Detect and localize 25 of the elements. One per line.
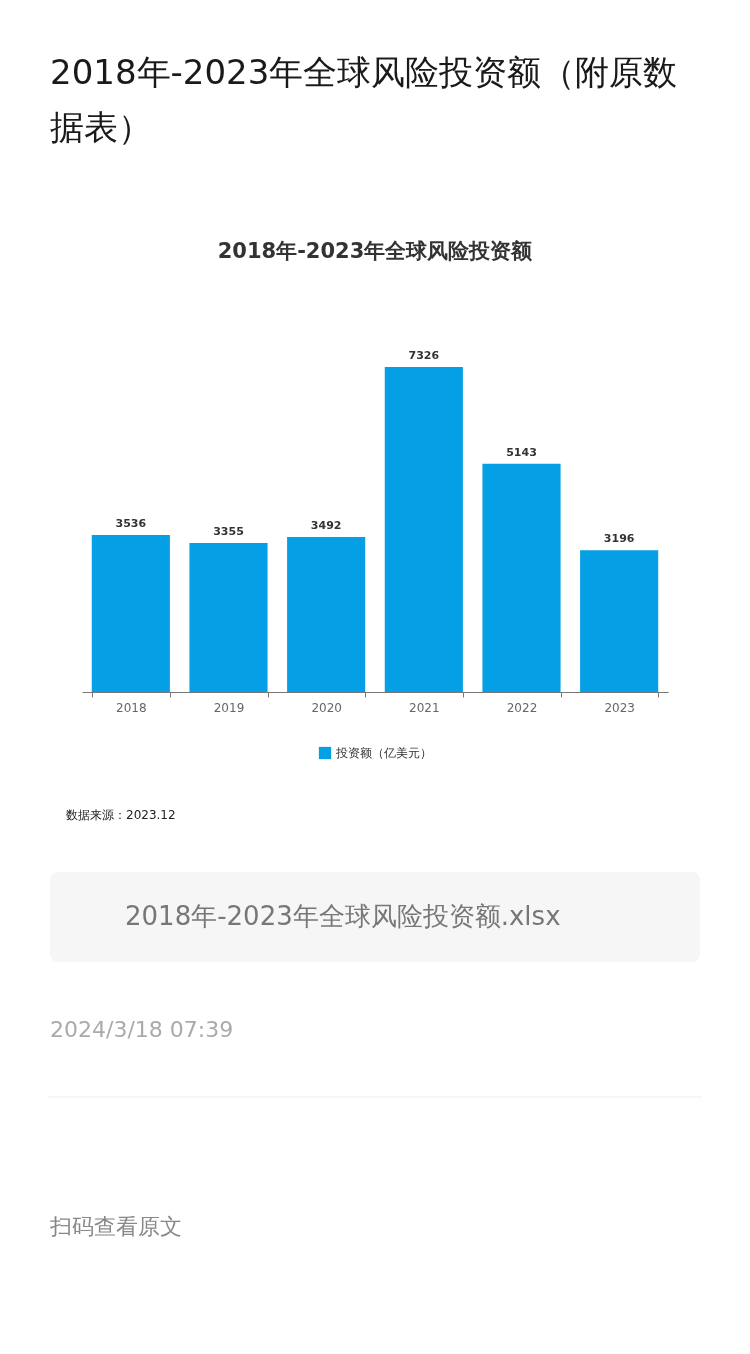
x-tick-label: 2021 <box>409 700 440 715</box>
text: 2018年-2023年全球风险投资额.xlsx <box>125 901 561 931</box>
chart-subtitle: 2018年-2023年全球风险投资额 <box>217 239 534 263</box>
data-label: 5143 <box>506 445 537 459</box>
data-label: 3355 <box>213 525 244 539</box>
source-note: 数据来源：2023.12 <box>66 808 176 822</box>
x-tick-label: 2022 <box>506 700 538 715</box>
bar <box>384 366 463 692</box>
text: 扫码查看原文 <box>49 1214 182 1239</box>
x-tick-label: 2020 <box>311 700 342 715</box>
legend-label: 投资额（亿美元） <box>335 746 432 760</box>
data-label: 3536 <box>115 517 147 531</box>
bar <box>482 463 561 692</box>
bar <box>91 535 170 692</box>
x-tick-label: 2018 <box>116 700 147 715</box>
data-label: 3492 <box>310 519 342 533</box>
bar <box>580 550 659 692</box>
bar <box>189 543 268 692</box>
data-label: 3196 <box>603 532 635 546</box>
x-tick-label: 2023 <box>604 700 635 715</box>
x-tick-label: 2019 <box>213 700 245 715</box>
chart-title: 2018年-2023年全球风险投资额（附原数据表） <box>50 52 678 147</box>
text: 2024/3/18 07:39 <box>50 1017 234 1042</box>
data-label: 7326 <box>408 348 440 362</box>
bar <box>287 537 366 692</box>
